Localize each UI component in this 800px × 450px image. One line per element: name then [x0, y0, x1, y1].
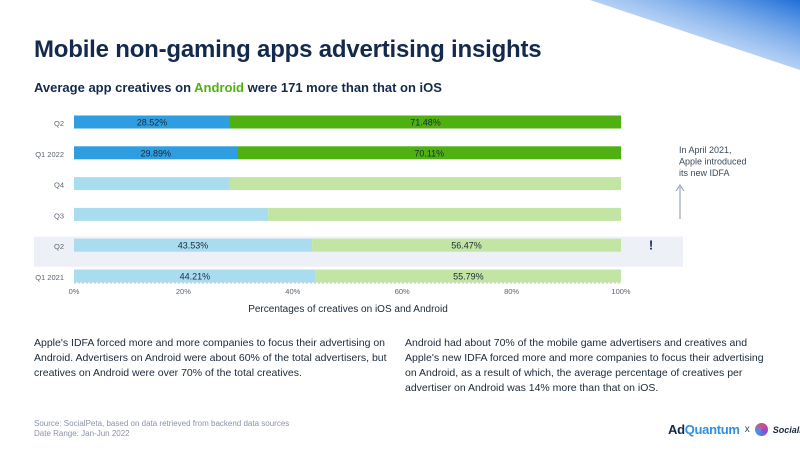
- stacked-bar-chart: Q2 28.52% 71.48% Q1 2022 29.89% 70.11% Q4 Q3 Q2 4…: [34, 115, 747, 315]
- category-label: Q2: [54, 119, 64, 128]
- page-title: Mobile non-gaming apps advertising insig…: [34, 36, 542, 63]
- socialpeta-icon: [754, 423, 768, 436]
- data-label-android: 55.79%: [453, 272, 484, 282]
- data-label-ios: 44.21%: [180, 272, 211, 282]
- data-label-ios: 29.89%: [140, 148, 171, 158]
- corner-gradient-decoration: [590, 0, 800, 70]
- data-label-android: 70.11%: [414, 148, 444, 158]
- subtitle-prefix: Average app creatives on: [34, 80, 195, 95]
- annotation-text: In April 2021,: [679, 145, 732, 155]
- bar-ios: [74, 146, 238, 160]
- data-label-android: 71.48%: [410, 118, 441, 128]
- category-label: Q1 2022: [35, 150, 64, 159]
- x-axis-title: Percentages of creatives on iOS and Andr…: [248, 304, 448, 315]
- subtitle-suffix: were 171 more than that on iOS: [244, 80, 442, 95]
- brand-logos: AdQuantum x SocialPeta: [668, 422, 800, 437]
- x-tick-label: 20%: [176, 287, 191, 296]
- annotation-arrow-head: [675, 184, 685, 192]
- x-tick-label: 40%: [285, 287, 300, 296]
- chart-subtitle: Average app creatives on Android were 17…: [34, 80, 442, 95]
- data-label-android: 56.47%: [451, 241, 482, 251]
- insight-left: Apple's IDFA forced more and more compan…: [34, 337, 387, 379]
- insight-right: Android had about 70% of the mobile game…: [405, 337, 764, 394]
- source-line: Source: SocialPeta, based on data retrie…: [34, 419, 290, 428]
- adquantum-logo: AdQuantum: [668, 422, 740, 437]
- x-tick-label: 0%: [69, 287, 80, 296]
- x-tick-label: 80%: [504, 287, 519, 296]
- bar-ios: [74, 207, 269, 221]
- subtitle-accent: Android: [194, 80, 244, 95]
- category-label: Q2: [54, 242, 64, 251]
- bar-android: [237, 146, 622, 160]
- data-label-ios: 43.53%: [178, 241, 209, 251]
- bar-ios: [74, 238, 313, 252]
- category-label: Q3: [54, 211, 64, 220]
- annotation-text: its new IDFA: [679, 168, 730, 178]
- bar-android: [230, 115, 621, 129]
- date-range-line: Date Range: Jan-Jun 2022: [34, 429, 130, 438]
- bar-android: [268, 207, 621, 221]
- bar-android: [315, 269, 621, 283]
- bar-ios: [74, 115, 231, 129]
- annotation-marker: !: [649, 238, 653, 253]
- bar-android: [229, 177, 621, 191]
- logo-separator: x: [744, 424, 750, 435]
- source-note: Source: SocialPeta, based on data retrie…: [34, 419, 289, 439]
- data-label-ios: 28.52%: [137, 118, 168, 128]
- annotation-text: Apple introduced: [679, 157, 747, 167]
- category-label: Q4: [54, 181, 64, 190]
- bar-ios: [74, 269, 316, 283]
- socialpeta-logo: SocialPeta: [772, 424, 800, 435]
- x-tick-label: 100%: [611, 287, 631, 296]
- bar-android: [312, 238, 621, 252]
- category-label: Q1 2021: [35, 273, 64, 282]
- bar-ios: [74, 177, 230, 191]
- x-tick-label: 60%: [395, 287, 410, 296]
